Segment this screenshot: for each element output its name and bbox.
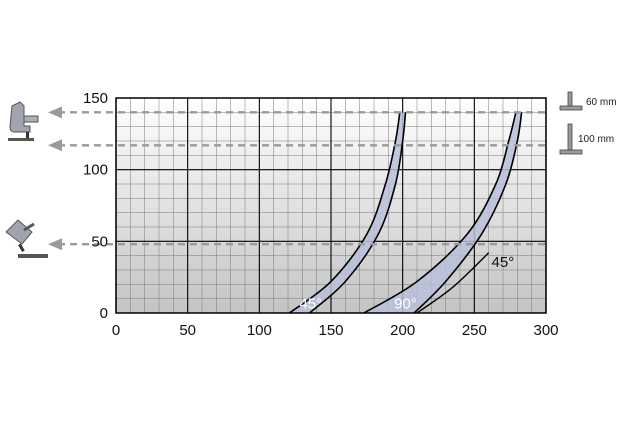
ref-label-100mm: 100 mm xyxy=(578,134,614,145)
band-labels: 45° 90° 45° xyxy=(299,254,514,313)
x-tick-label: 300 xyxy=(533,322,558,339)
plot-frame xyxy=(115,97,547,314)
y-tick-label: 50 xyxy=(91,233,108,250)
y-tick-labels: 0 50 100 150 xyxy=(83,90,108,322)
ref-label-60mm: 60 mm xyxy=(586,97,617,108)
x-tick-label: 100 xyxy=(247,322,272,339)
reference-lines xyxy=(48,106,548,251)
band-lower-curve xyxy=(363,112,517,314)
x-tick-label: 0 xyxy=(112,322,120,339)
reference-arrow xyxy=(48,106,62,119)
band-label-45: 45° xyxy=(299,296,322,313)
curve-label-45: 45° xyxy=(492,254,515,271)
extra-curve xyxy=(416,252,490,314)
workpiece-100mm-icon xyxy=(559,123,583,155)
band-label-90: 90° xyxy=(394,296,417,313)
x-tick-label: 250 xyxy=(462,322,487,339)
bands xyxy=(289,112,522,313)
band-upper-curve xyxy=(413,112,523,314)
y-tick-label: 100 xyxy=(83,162,108,179)
workpiece-60mm-icon xyxy=(559,91,583,111)
x-tick-label: 50 xyxy=(179,322,196,339)
band-fill xyxy=(289,112,406,313)
curves xyxy=(288,112,523,314)
jigsaw-tilted-icon xyxy=(5,219,48,258)
jigsaw-upright-icon xyxy=(8,101,39,141)
band-lower-curve xyxy=(288,112,401,314)
band-fill xyxy=(363,112,522,313)
x-tick-label: 200 xyxy=(390,322,415,339)
y-tick-label: 150 xyxy=(83,90,108,107)
reference-arrow xyxy=(48,238,62,251)
x-tick-labels: 0 50 100 150 200 250 300 xyxy=(112,322,559,339)
reference-arrow xyxy=(48,139,62,152)
y-tick-label: 0 xyxy=(100,305,108,322)
band-upper-curve xyxy=(308,112,407,314)
x-tick-label: 150 xyxy=(318,322,343,339)
